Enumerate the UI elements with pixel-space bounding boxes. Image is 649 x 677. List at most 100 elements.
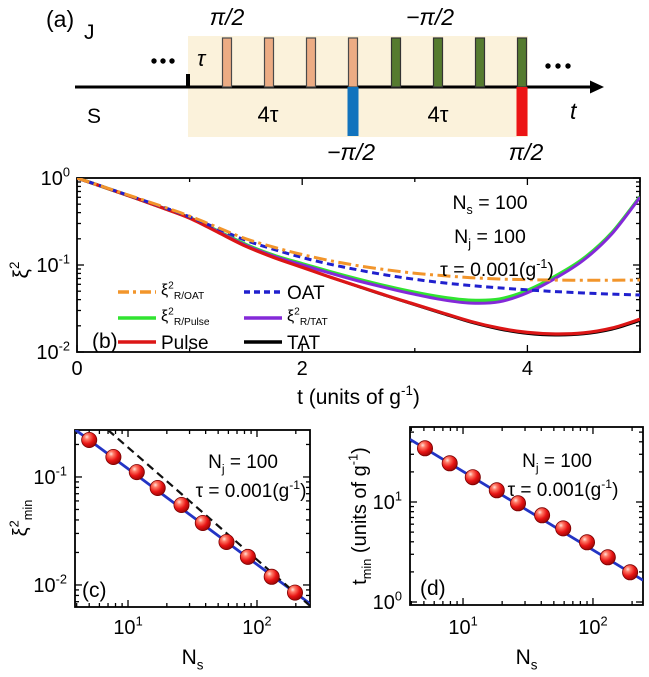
s-channel-label: S	[87, 105, 101, 128]
annotation: τ = 0.001(g-1)	[508, 477, 619, 501]
panel-b-label: (b)	[92, 330, 118, 353]
series-xi2_R_OAT	[77, 178, 640, 282]
x-tick-label: 101	[113, 614, 142, 639]
x-axis-label: Ns	[182, 646, 204, 673]
interval-label-2: 4τ	[428, 102, 449, 127]
j-pulses-first-block	[221, 37, 359, 88]
j-pulse-4	[347, 37, 359, 88]
panel-d-ticks	[410, 427, 643, 605]
y-tick-label: 10-1	[36, 252, 70, 277]
data-point	[441, 455, 458, 472]
y-tick-label: 10-2	[33, 572, 67, 597]
y-tick-label: 10-2	[36, 339, 70, 364]
ellipsis-dots-right	[545, 63, 571, 69]
interval-label-1: 4τ	[258, 102, 279, 127]
panel-a-label: (a)	[46, 6, 74, 32]
data-point	[149, 479, 166, 496]
s-pulse-blue	[347, 87, 359, 136]
data-point	[622, 564, 639, 581]
panel-d-tmin-chart: 101 102 101 100 Ns tmin (units of g-1) Nj = 10…	[346, 426, 644, 673]
y-axis-label: ξ2min	[7, 500, 36, 537]
panel-c-label: (c)	[82, 579, 107, 602]
data-point	[488, 482, 505, 499]
annotation: Ns = 100	[452, 192, 527, 217]
legend-label: ξ2R/Pulse	[161, 306, 210, 328]
axes-box	[409, 426, 644, 606]
panel-b-tick-labels: 0 2 4 100 10-1 10-2	[36, 165, 533, 380]
ellipsis-dots-left	[151, 58, 175, 64]
annotation: τ = 0.001(g-1)	[440, 257, 554, 281]
panel-b-legend: ξ2R/OAT OAT ξ2R/Pulse ξ2R/TAT Pulse TAT	[118, 280, 328, 354]
data-point	[128, 464, 145, 481]
pulse-angle-label-top-left: π/2	[210, 4, 245, 30]
x-tick-label: 4	[522, 358, 533, 380]
data-point	[579, 534, 596, 551]
y-tick-label: 10-1	[33, 464, 67, 489]
y-axis-label: tmin (units of g-1)	[346, 447, 375, 585]
data-point	[173, 496, 190, 513]
data-point	[599, 549, 616, 566]
data-point	[534, 507, 551, 524]
legend-label: ξ2R/OAT	[161, 280, 204, 302]
legend-label: Pulse	[161, 333, 209, 354]
y-axis-label: ξ2	[7, 262, 33, 279]
data-point	[286, 584, 303, 601]
j-pulse-7	[474, 37, 486, 88]
s-pulse-red	[516, 87, 528, 136]
annotation: τ = 0.001(g-1)	[196, 478, 307, 502]
legend-label: ξ2R/TAT	[287, 306, 328, 328]
legend-label: OAT	[287, 283, 325, 304]
panel-c-plot	[75, 430, 310, 607]
data-point	[416, 440, 433, 457]
j-pulse-3	[305, 37, 317, 88]
data-point	[81, 431, 98, 448]
data-point	[464, 469, 481, 486]
j-pulses-second-block	[390, 37, 528, 88]
legend-label: TAT	[287, 333, 320, 354]
origin-tick	[186, 74, 190, 87]
pulse-angle-label-bottom-mid: −π/2	[327, 139, 375, 165]
panel-d-label: (d)	[420, 577, 446, 600]
panel-b-ticks	[76, 177, 641, 353]
x-tick-label: 102	[578, 614, 607, 639]
data-point	[509, 495, 526, 512]
panel-b-squeezing-chart: 0 2 4 100 10-1 10-2 t (units of g-1) ξ2 Ns = 100…	[7, 165, 641, 409]
x-axis-label: Ns	[516, 646, 538, 673]
j-pulse-6	[432, 37, 444, 88]
x-tick-label: 102	[242, 614, 271, 639]
annotation: Nj = 100	[208, 452, 278, 476]
axes-box	[74, 429, 311, 608]
time-axis-arrowhead	[590, 80, 604, 94]
series-OAT	[77, 178, 640, 297]
j-channel-label: J	[84, 21, 95, 44]
panel-b-curves	[77, 178, 640, 337]
data-point	[194, 515, 211, 532]
tau-label: τ	[197, 46, 207, 71]
y-tick-label: 101	[373, 489, 402, 514]
x-tick-label: 0	[71, 358, 82, 380]
panel-c-ticks	[75, 430, 310, 607]
j-pulse-1	[221, 37, 233, 88]
panel-d-tick-labels: 101 102 101 100	[373, 489, 608, 639]
x-tick-label: 2	[297, 358, 308, 380]
pulse-angle-label-top-right: −π/2	[406, 4, 454, 30]
y-tick-label: 100	[41, 165, 70, 190]
x-tick-label: 101	[448, 614, 477, 639]
j-pulse-8	[516, 37, 528, 88]
j-pulse-2	[263, 37, 275, 88]
data-point	[105, 448, 122, 465]
pulse-angle-label-bottom-right: π/2	[509, 139, 544, 165]
annotation: Nj = 100	[454, 226, 526, 251]
y-tick-label: 100	[373, 589, 402, 614]
annotation: Nj = 100	[522, 451, 592, 475]
data-point	[218, 534, 235, 551]
data-point	[555, 520, 572, 537]
j-pulse-5	[390, 37, 402, 88]
panel-a: (a) J S τ 4τ	[46, 4, 604, 165]
time-axis-label: t	[570, 98, 578, 124]
